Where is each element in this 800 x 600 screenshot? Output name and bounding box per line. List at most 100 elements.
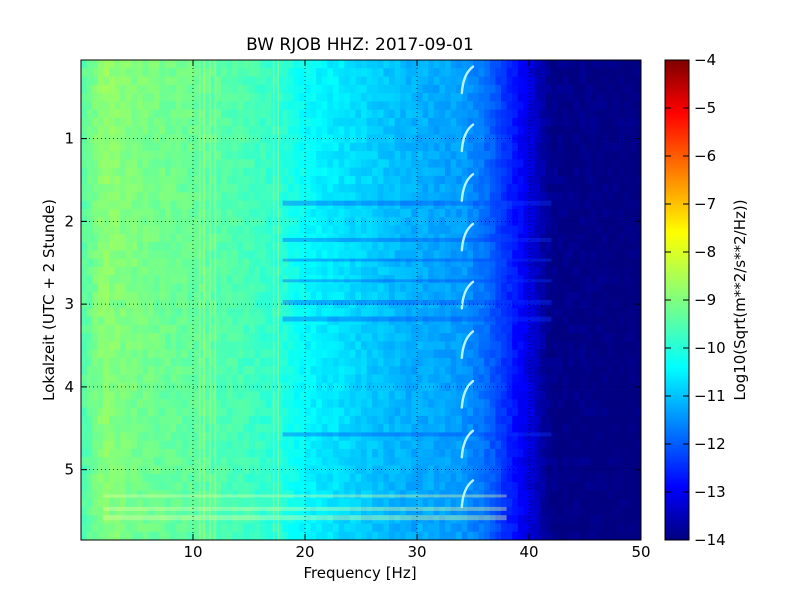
heatmap-cell	[512, 266, 519, 276]
heatmap-cell	[383, 84, 390, 94]
heatmap-cell	[282, 192, 289, 202]
heatmap-cell	[131, 432, 138, 442]
heatmap-cell	[310, 482, 317, 491]
heatmap-cell	[478, 200, 485, 210]
heatmap-cell	[232, 283, 239, 293]
heatmap-cell	[165, 300, 172, 309]
heatmap-cell	[321, 225, 328, 235]
heatmap-cell	[114, 482, 121, 491]
heatmap-cell	[81, 391, 88, 400]
heatmap-cell	[523, 482, 530, 491]
heatmap-cell	[461, 192, 468, 202]
heatmap-cell	[148, 366, 155, 376]
heatmap-cell	[249, 192, 256, 202]
heatmap-cell	[327, 242, 334, 251]
heatmap-cell	[506, 341, 513, 351]
heatmap-cell	[551, 399, 558, 409]
heatmap-cell	[439, 415, 446, 425]
heatmap-cell	[361, 415, 368, 425]
heatmap-cell	[338, 159, 345, 169]
heatmap-cell	[299, 482, 306, 491]
heatmap-cell	[484, 440, 491, 450]
heatmap-cell	[176, 200, 183, 210]
heatmap-cell	[321, 448, 328, 458]
heatmap-cell	[153, 415, 160, 425]
heatmap-cell	[97, 134, 104, 144]
heatmap-cell	[226, 515, 233, 525]
heatmap-cell	[288, 68, 295, 78]
heatmap-cell	[187, 192, 194, 202]
heatmap-cell	[86, 407, 93, 417]
heatmap-cell	[198, 482, 205, 491]
heatmap-cell	[120, 126, 127, 136]
heatmap-cell	[484, 134, 491, 144]
heatmap-cell	[428, 457, 435, 467]
heatmap-cell	[495, 424, 502, 434]
heatmap-cell	[355, 250, 362, 260]
heatmap-cell	[405, 208, 412, 218]
heatmap-cell	[517, 357, 524, 367]
heatmap-cell	[501, 482, 508, 491]
heatmap-cell	[260, 291, 267, 301]
heatmap-cell	[232, 175, 239, 185]
heatmap-cell	[338, 233, 345, 243]
heatmap-cell	[215, 151, 222, 160]
heatmap-cell	[265, 117, 272, 127]
heatmap-cell	[120, 167, 127, 177]
heatmap-cell	[288, 424, 295, 434]
heatmap-cell	[344, 374, 351, 384]
heatmap-cell	[114, 60, 121, 69]
heatmap-cell	[221, 341, 228, 351]
heatmap-cell	[316, 175, 323, 185]
heatmap-cell	[299, 506, 306, 516]
heatmap-cell	[545, 76, 552, 86]
heatmap-cell	[260, 341, 267, 351]
heatmap-cell	[232, 84, 239, 94]
heatmap-cell	[181, 76, 188, 86]
heatmap-cell	[193, 184, 200, 194]
heatmap-cell	[165, 109, 172, 119]
heatmap-cell	[400, 76, 407, 86]
heatmap-cell	[495, 76, 502, 86]
heatmap-cell	[103, 291, 110, 301]
heatmap-cell	[478, 432, 485, 442]
heatmap-cell	[193, 208, 200, 218]
heatmap-cell	[344, 93, 351, 102]
heatmap-cell	[249, 291, 256, 301]
heatmap-cell	[243, 200, 250, 210]
heatmap-cell	[271, 366, 278, 376]
heatmap-cell	[450, 473, 457, 483]
heatmap-cell	[316, 424, 323, 434]
heatmap-cell	[540, 184, 547, 194]
heatmap-cell	[501, 523, 508, 533]
heatmap-cell	[333, 175, 340, 185]
heatmap-cell	[120, 142, 127, 152]
heatmap-cell	[377, 291, 384, 301]
heatmap-cell	[383, 415, 390, 425]
heatmap-cell	[103, 515, 110, 525]
heatmap-cell	[226, 184, 233, 194]
heatmap-cell	[321, 101, 328, 111]
heatmap-cell	[428, 482, 435, 491]
heatmap-cell	[366, 374, 373, 384]
heatmap-cell	[411, 382, 418, 392]
heatmap-cell	[142, 142, 149, 152]
heatmap-cell	[265, 448, 272, 458]
heatmap-cell	[198, 184, 205, 194]
heatmap-cell	[170, 415, 177, 425]
heatmap-cell	[333, 382, 340, 392]
heatmap-cell	[327, 175, 334, 185]
heatmap-cell	[366, 84, 373, 94]
heatmap-cell	[394, 399, 401, 409]
heatmap-cell	[109, 283, 116, 293]
heatmap-cell	[142, 473, 149, 483]
heatmap-cell	[181, 432, 188, 442]
heatmap-cell	[456, 523, 463, 533]
heatmap-cell	[137, 415, 144, 425]
heatmap-cell	[321, 366, 328, 376]
heatmap-cell	[204, 349, 211, 359]
heatmap-cell	[254, 258, 261, 268]
heatmap-cell	[517, 242, 524, 251]
heatmap-cell	[333, 217, 340, 227]
heatmap-cell	[333, 76, 340, 86]
